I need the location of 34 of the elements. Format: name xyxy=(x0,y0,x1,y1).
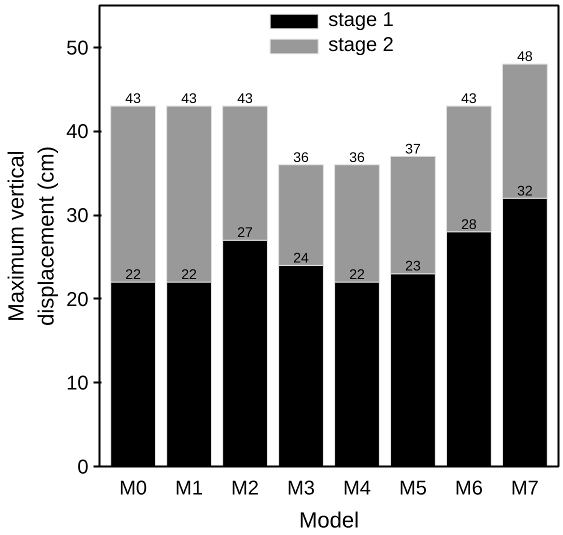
data-label: 23 xyxy=(405,258,421,274)
x-tick-label: M4 xyxy=(343,478,371,500)
y-axis-title: Maximum vertical displacement (cm) xyxy=(3,146,58,326)
data-label: 24 xyxy=(293,249,310,266)
data-label: 28 xyxy=(461,216,477,232)
total-label: 37 xyxy=(405,140,421,156)
total-label: 43 xyxy=(461,90,477,106)
x-tick-label: M1 xyxy=(175,478,203,500)
data-label: 22 xyxy=(349,266,365,282)
y-tick-label: 50 xyxy=(66,37,89,60)
y-tick-label: 10 xyxy=(66,372,89,395)
legend-label: stage 2 xyxy=(328,34,394,57)
total-label: 48 xyxy=(517,48,533,64)
total-label: 43 xyxy=(125,90,142,106)
y-tick-label: 40 xyxy=(66,121,89,144)
x-tick-label: M6 xyxy=(455,478,483,500)
total-label: 36 xyxy=(349,148,365,165)
legend-label: stage 1 xyxy=(328,9,394,32)
y-tick-label: 30 xyxy=(66,205,89,228)
x-axis-title: Model xyxy=(299,508,359,532)
total-label: 43 xyxy=(181,90,198,106)
y-tick-label: 0 xyxy=(77,456,88,478)
x-tick-label: M2 xyxy=(231,478,259,500)
x-tick-label: M0 xyxy=(119,478,147,500)
y-tick-label: 20 xyxy=(66,288,89,311)
x-tick-label: M7 xyxy=(511,478,539,500)
x-tick-label: M5 xyxy=(399,478,427,500)
data-label: 22 xyxy=(125,266,142,282)
data-label: 32 xyxy=(517,182,533,198)
total-label: 36 xyxy=(293,148,310,165)
data-label: 22 xyxy=(181,266,198,282)
total-label: 43 xyxy=(237,90,254,106)
data-label: 27 xyxy=(237,224,254,240)
x-tick-label: M3 xyxy=(287,478,315,500)
